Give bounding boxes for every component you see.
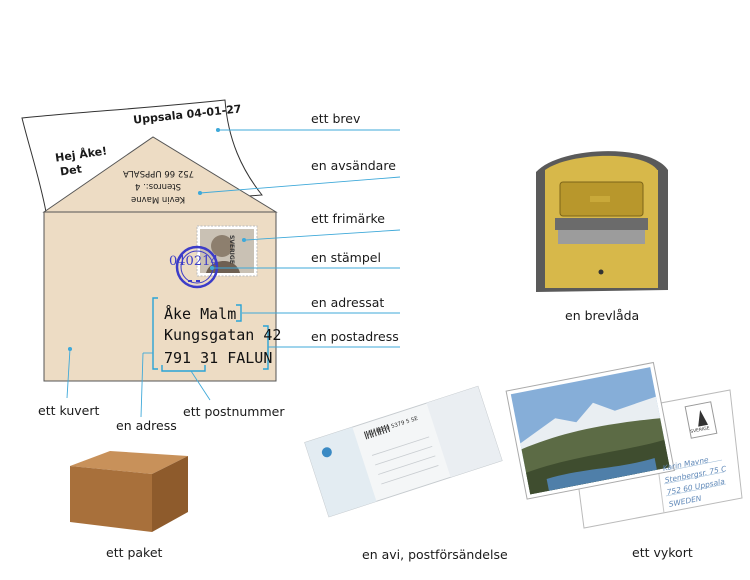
stamp-country: SVERIGE	[228, 235, 235, 264]
label-addressee: en adressat	[311, 295, 385, 310]
label-postal-address: en postadress	[311, 329, 399, 344]
sender-line-2: Stenros:. 4	[135, 181, 181, 191]
notice-slip-illustration	[304, 385, 503, 518]
leader-dot	[209, 265, 215, 271]
postcode-bracket	[161, 365, 206, 372]
postmark-number: 040214	[169, 254, 219, 269]
address-bracket	[152, 297, 158, 370]
recipient-name: Åke Malm	[164, 305, 237, 323]
parcel-illustration	[70, 451, 188, 532]
leader-dot	[215, 127, 221, 133]
postcode-leader	[190, 370, 211, 401]
address-leader	[140, 352, 144, 418]
mailbox-slot-text	[590, 196, 610, 202]
label-letter: ett brev	[311, 111, 361, 126]
label-mailbox: en brevlåda	[565, 308, 640, 323]
envelope-flap	[42, 136, 278, 213]
postcard-illustration	[505, 361, 743, 529]
postmark-circle	[175, 245, 219, 289]
label-sender: en avsändare	[311, 158, 396, 173]
leader-lines	[199, 129, 401, 348]
leader-dot	[241, 237, 247, 243]
addressee-bracket	[236, 304, 242, 322]
label-parcel: ett paket	[106, 545, 163, 560]
sender-line-1: 752 66 UPPSALA	[123, 168, 195, 178]
label-notice: en avi, postförsändelse	[362, 547, 508, 562]
envelope-leader	[66, 348, 71, 399]
leader-dot	[197, 190, 203, 196]
postal-address-bracket	[263, 325, 269, 370]
label-address: en adress	[116, 418, 177, 433]
label-envelope: ett kuvert	[38, 403, 100, 418]
recipient-postcode-city: 791 31 FALUN	[164, 349, 273, 367]
label-postmark: en stämpel	[311, 250, 381, 265]
label-postcode: ett postnummer	[183, 404, 285, 419]
label-stamp: ett frimärke	[311, 211, 385, 226]
sender-line-3: Kevin Mavne	[131, 194, 186, 204]
label-postcard: ett vykort	[632, 545, 693, 560]
mailbox-illustration	[536, 151, 668, 292]
recipient-street: Kungsgatan 42	[164, 326, 282, 344]
